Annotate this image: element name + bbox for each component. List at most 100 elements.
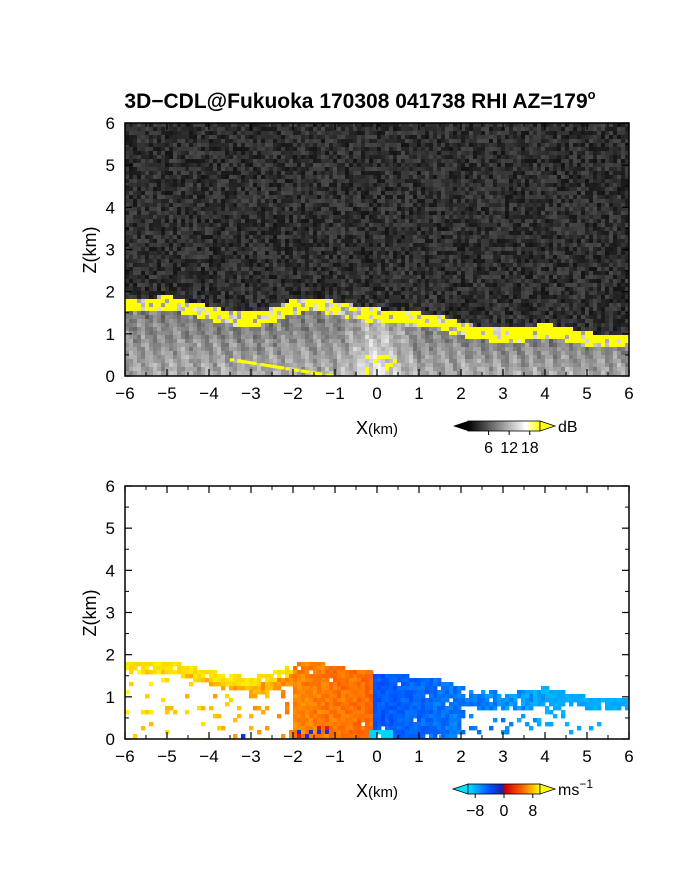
intensity-cell [513,255,518,260]
intensity-cell [269,203,274,208]
intensity-cell [373,151,378,156]
intensity-cell [325,159,330,164]
intensity-cell [417,131,422,136]
intensity-cell [289,143,294,148]
intensity-cell [377,179,382,184]
intensity-cell [257,271,262,276]
intensity-cell [293,175,298,180]
intensity-cell [397,155,402,160]
intensity-cell [465,235,470,240]
intensity-cell [617,139,622,144]
intensity-cell [625,191,629,196]
intensity-cell [173,203,178,208]
intensity-cell [173,175,178,180]
intensity-cell [565,251,570,256]
intensity-cell [489,179,494,184]
intensity-cell [381,147,386,152]
intensity-cell [277,235,282,240]
intensity-cell [333,143,338,148]
intensity-cell [461,203,466,208]
intensity-cell [293,191,298,196]
intensity-cell [333,131,338,136]
intensity-cell [597,223,602,228]
intensity-cell [137,167,142,172]
intensity-cell [477,259,482,264]
intensity-cell [569,135,574,140]
intensity-cell [373,171,378,176]
intensity-cell [489,183,494,188]
intensity-cell [305,179,310,184]
intensity-cell [605,159,610,164]
intensity-cell [537,231,542,236]
intensity-cell [285,135,290,140]
intensity-cell [325,251,330,256]
intensity-cell [417,279,422,284]
intensity-cell [129,175,134,180]
intensity-cell [525,255,530,260]
intensity-cell [177,203,182,208]
intensity-cell [425,187,430,192]
intensity-cell [237,267,242,272]
intensity-cell [537,255,542,260]
intensity-cell [185,175,190,180]
intensity-cell [617,267,622,272]
intensity-cell [301,191,306,196]
intensity-cell [149,183,154,188]
intensity-cell [461,163,466,168]
intensity-cell [141,163,146,168]
intensity-cell [181,123,186,128]
intensity-cell [281,123,286,128]
intensity-cell [621,211,626,216]
intensity-cell [229,203,234,208]
intensity-cell [541,255,546,260]
intensity-cell [625,219,629,224]
intensity-cell [305,187,310,192]
intensity-cell [417,163,422,168]
intensity-cell [165,219,170,224]
intensity-cell [509,139,514,144]
intensity-cell [329,191,334,196]
intensity-cell [501,263,506,268]
intensity-cell [441,191,446,196]
intensity-cell [513,131,518,136]
intensity-cell [165,195,170,200]
intensity-cell [173,239,178,244]
intensity-cell [489,263,494,268]
intensity-cell [493,127,498,132]
intensity-cell [281,215,286,220]
intensity-cell [457,195,462,200]
intensity-cell [413,159,418,164]
intensity-cell [349,207,354,212]
intensity-cell [549,183,554,188]
intensity-cell [253,199,258,204]
intensity-cell [277,251,282,256]
intensity-cell [473,255,478,260]
intensity-cell [609,223,614,228]
intensity-cell [225,127,230,132]
intensity-cell [481,203,486,208]
intensity-cell [561,135,566,140]
intensity-cell [129,263,134,268]
intensity-cell [433,243,438,248]
intensity-cell [513,135,518,140]
intensity-cell [529,187,534,192]
intensity-cell [329,247,334,252]
intensity-cell [249,279,254,284]
intensity-cell [169,263,174,268]
intensity-cell [465,243,470,248]
intensity-cell [337,167,342,172]
intensity-cell [517,155,522,160]
intensity-cell [581,227,586,232]
intensity-cell [601,239,606,244]
intensity-cell [153,215,158,220]
intensity-cell [437,235,442,240]
intensity-cell [241,227,246,232]
intensity-cell [173,159,178,164]
intensity-cell [181,171,186,176]
intensity-cell [409,175,414,180]
intensity-cell [613,127,618,132]
intensity-cell [589,131,594,136]
intensity-cell [321,263,326,268]
intensity-cell [517,187,522,192]
intensity-cell [473,175,478,180]
